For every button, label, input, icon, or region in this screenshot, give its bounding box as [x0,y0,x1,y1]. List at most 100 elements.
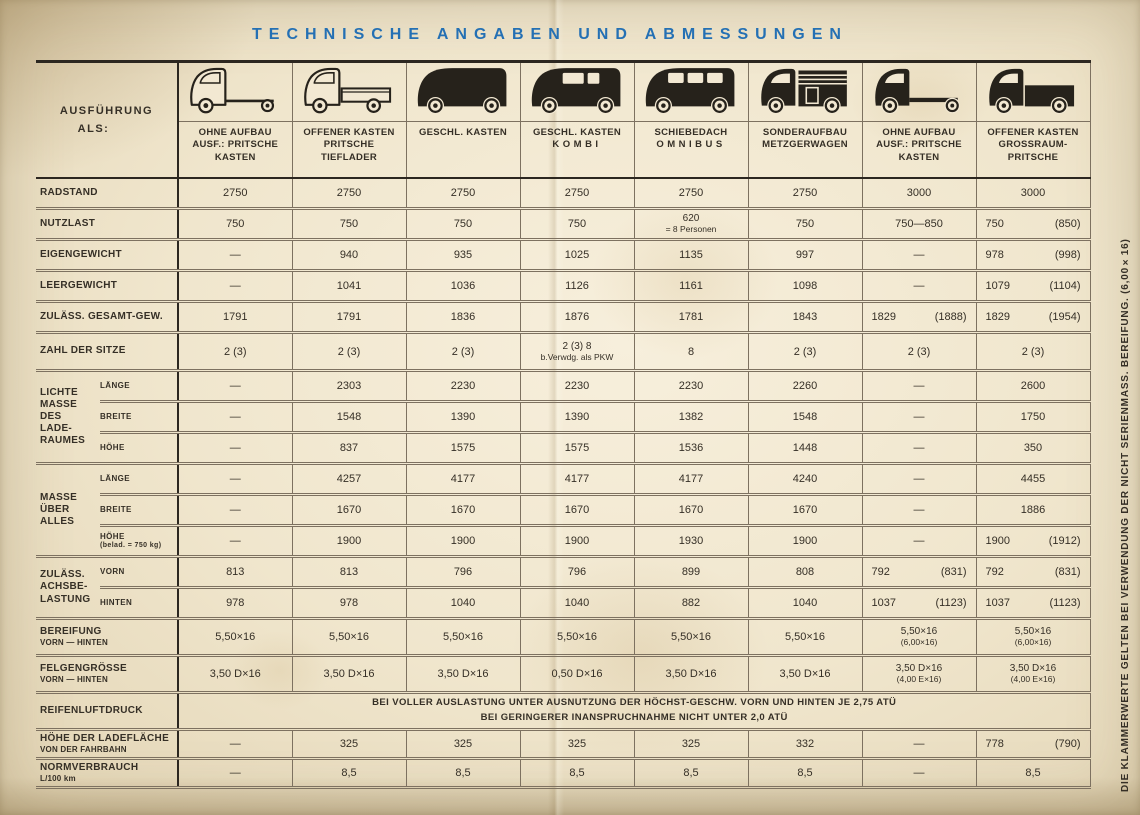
spec-cell: 1791 [291,301,406,334]
column-header: GESCHL. KASTEN KOMBI [519,121,634,179]
spec-cell: — [861,729,976,760]
kombi-van-icon [526,67,629,119]
spec-cell: 792 (831) [861,556,976,589]
spec-cell: 1037 (1123) [861,587,976,620]
spec-cell: 1098 [747,270,862,303]
row-group-label-achslast: ZULÄSS. ACHSBE- LASTUNG [36,556,100,620]
spec-cell: 1040 [519,587,634,620]
spec-cell: 750 (850) [975,208,1091,241]
spec-cell: 1670 [747,494,862,527]
spec-cell: 1791 [177,301,292,334]
spec-cell: 1040 [405,587,520,620]
row-label-bereifung: BEREIFUNG VORN — HINTEN [36,618,178,657]
spec-cell: 1025 [519,239,634,272]
spec-cell: 796 [519,556,634,589]
column-header: OHNE AUFBAU AUSF.: PRITSCHE KASTEN [177,121,292,179]
spec-cell: 2750 [291,177,406,210]
spec-cell: 750—850 [861,208,976,241]
vehicle-icon-cell [975,61,1091,122]
spec-cell: 1670 [291,494,406,527]
vehicle-icon-cell [291,61,406,122]
spec-cell: 935 [405,239,520,272]
spec-cell: 1390 [519,401,634,434]
spec-table: AUSFÜHRUNG ALS: OHNE AUFBAU AUSF.: PRITSCHE… [36,60,1091,789]
spec-cell: 1836 [405,301,520,334]
row-group-label-lichte: LICHTE MASSE DES LADE- RAUMES [36,370,100,465]
row-label-normverbrauch: NORMVERBRAUCH L/100 km [36,758,178,789]
spec-cell: 3,50 D×16 [291,655,406,694]
spec-cell: 3,50 D×16 (4,00 E×16) [975,655,1091,694]
spec-cell: 2 (3) [747,332,862,372]
spec-cell: 8 [633,332,748,372]
spec-cell: 1382 [633,401,748,434]
spec-cell: — [177,270,292,303]
spec-cell: 796 [405,556,520,589]
spec-cell: 1448 [747,432,862,465]
row-sublabel: HINTEN [100,587,178,620]
spec-cell: 2230 [633,370,748,403]
spec-cell: 978 (998) [975,239,1091,272]
spec-cell: 1843 [747,301,862,334]
spec-cell: 2600 [975,370,1091,403]
spec-cell: 4240 [747,463,862,496]
spec-cell: 4177 [405,463,520,496]
vehicle-icon-cell [519,61,634,122]
spec-cell: 813 [291,556,406,589]
row-label-reifenluftdruck: REIFENLUFTDRUCK [36,692,178,731]
spec-cell: — [177,494,292,527]
row-group-label-masse: MASSE ÜBER ALLES [36,463,100,558]
spec-cell: 4177 [519,463,634,496]
row-sublabel: LÄNGE [100,463,178,496]
spec-cell: 882 [633,587,748,620]
row-sublabel: HÖHE (belad. = 750 kg) [100,525,178,558]
spec-cell: 808 [747,556,862,589]
spec-cell: 1670 [405,494,520,527]
spec-cell: 2750 [405,177,520,210]
spec-cell: — [177,463,292,496]
row-label-felgen: FELGENGRÖSSE VORN — HINTEN [36,655,178,694]
spec-cell: 3,50 D×16 (4,00 E×16) [861,655,976,694]
column-header: OHNE AUFBAU AUSF.: PRITSCHE KASTEN [861,121,976,179]
spec-cell: 2750 [747,177,862,210]
spec-cell: 997 [747,239,862,272]
spec-cell: 2750 [633,177,748,210]
panel-van-icon [412,67,515,119]
column-header: GESCHL. KASTEN [405,121,520,179]
spec-cell: 1161 [633,270,748,303]
spec-cell: 3,50 D×16 [405,655,520,694]
spec-cell: — [861,463,976,496]
spec-cell: 350 [975,432,1091,465]
spec-cell: 3000 [975,177,1091,210]
row-sublabel: LÄNGE [100,370,178,403]
spec-cell: 750 [747,208,862,241]
spec-cell: 1536 [633,432,748,465]
spec-cell: 2230 [405,370,520,403]
spec-cell: 2260 [747,370,862,403]
spec-cell: — [861,401,976,434]
spec-cell: — [861,270,976,303]
spec-cell: 325 [405,729,520,760]
spec-cell: 1900 [747,525,862,558]
spec-cell: 978 [291,587,406,620]
column-header: OFFENER KASTEN PRITSCHE TIEFLADER [291,121,406,179]
spec-cell: 5,50×16 (6,00×16) [861,618,976,657]
row-sublabel: VORN [100,556,178,589]
spec-cell: 978 [177,587,292,620]
flatbed-outline-icon [298,67,401,119]
spec-cell: 5,50×16 (6,00×16) [975,618,1091,657]
spec-cell: 3,50 D×16 [177,655,292,694]
spec-cell: 8,5 [519,758,634,789]
spec-cell: 750 [177,208,292,241]
spec-cell: 1126 [519,270,634,303]
spec-cell: 4257 [291,463,406,496]
spec-cell: 750 [405,208,520,241]
spec-cell: 0,50 D×16 [519,655,634,694]
spec-cell: 5,50×16 [519,618,634,657]
row-label-eigengewicht: EIGENGEWICHT [36,239,178,272]
vehicle-icon-cell [405,61,520,122]
page-title: TECHNISCHE ANGABEN UND ABMESSUNGEN [252,26,848,43]
spec-cell: 1037 (1123) [975,587,1091,620]
spec-cell: 2750 [519,177,634,210]
side-note-rotated: DIE KLAMMERWERTE GELTEN BEI VERWENDUNG D… [1120,238,1131,792]
